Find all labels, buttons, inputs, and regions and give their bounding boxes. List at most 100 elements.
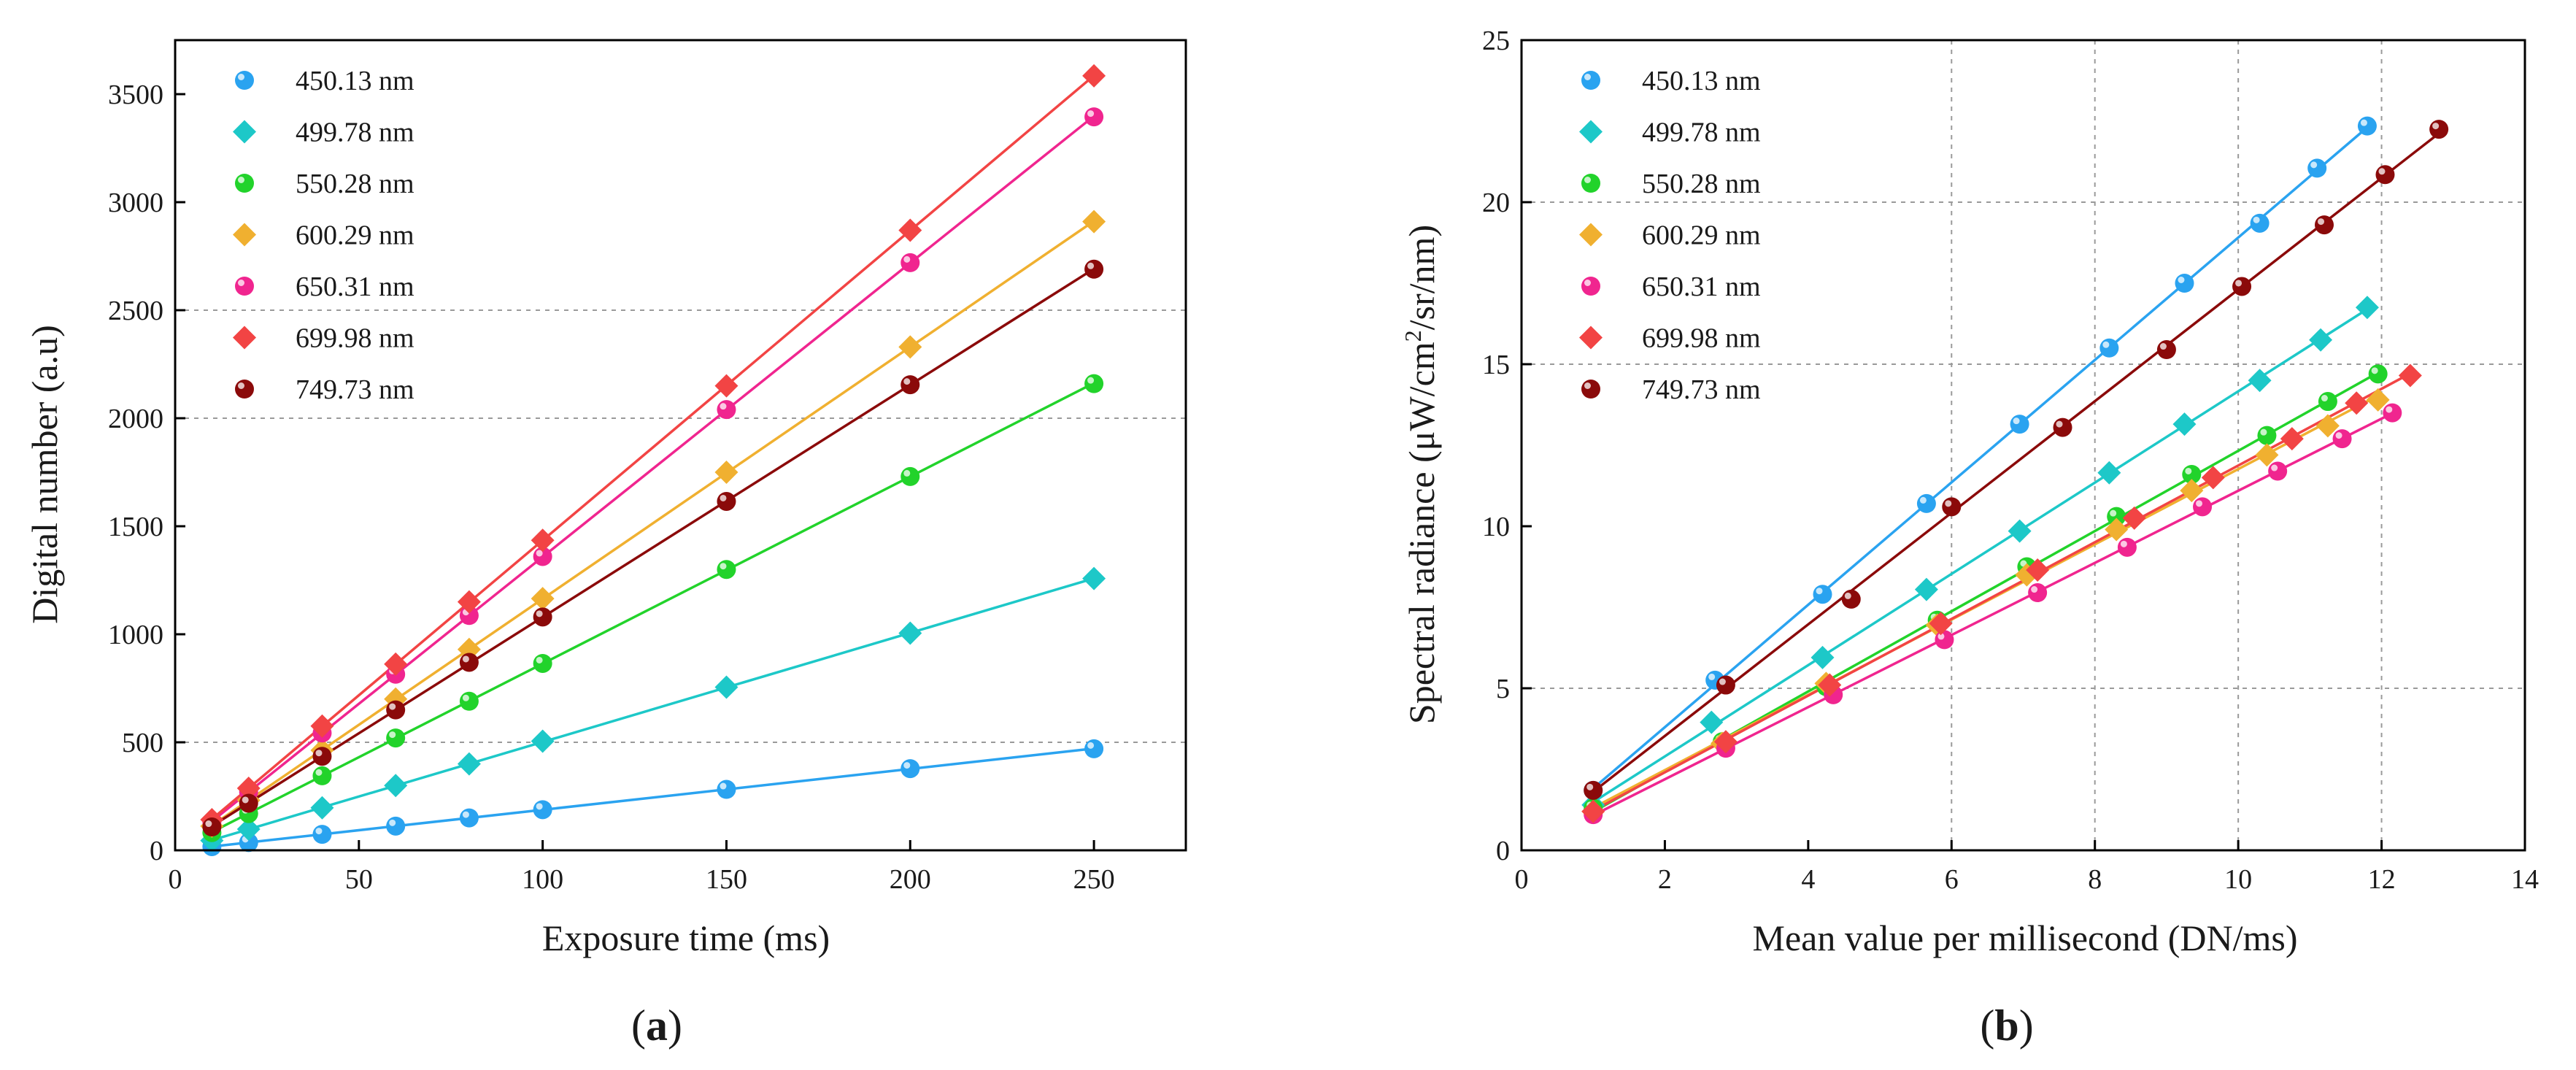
panel-a-point-1-4 [457, 752, 481, 776]
panel-b-xtick-label-12: 12 [2368, 864, 2396, 895]
panel-b-point-6-5-highlight [2159, 343, 2167, 350]
panel-b-point-6-4-highlight [2056, 420, 2063, 428]
panel-b-point-3-5 [2105, 517, 2129, 542]
panel-a-point-6-0-highlight [205, 820, 212, 828]
panel-a-point-4-7 [901, 253, 920, 272]
panel-a-point-0-2-highlight [315, 828, 323, 835]
panel-a-point-6-3-highlight [389, 703, 396, 710]
panel-a-point-4-8-highlight [1087, 110, 1095, 118]
panel-b-point-4-9-highlight [2386, 406, 2393, 413]
panel-b-point-0-8-highlight [2310, 161, 2318, 169]
panel-a-point-6-6 [717, 491, 736, 511]
panel-b-point-4-5 [2117, 537, 2137, 557]
panel-b-point-3-6 [2180, 479, 2204, 503]
panel-a-point-2-3 [386, 728, 406, 748]
panel-b-point-5-5 [2122, 506, 2146, 530]
panel-b-point-0-7 [2250, 213, 2270, 233]
panel-a-plot-frame [174, 39, 1187, 852]
panel-a-point-6-8-highlight [1087, 262, 1095, 269]
panel-a-xtick-label-100: 100 [522, 864, 563, 895]
panel-b-point-6-7 [2315, 215, 2334, 235]
panel-b-point-0-9-highlight [2360, 119, 2367, 126]
panel-b-point-5-2 [1818, 673, 1842, 697]
panel-a-xtick-label-50: 50 [345, 864, 373, 895]
panel-b-point-6-3 [1942, 497, 1962, 517]
panel-a-point-0-8-highlight [1087, 742, 1095, 749]
panel-a-xtick-label-200: 200 [890, 864, 931, 895]
panel-a-point-2-2 [312, 766, 332, 785]
panel-a-legend: 450.13 nm 499.78 nm 550.28 nm 600.29 nm 650.… [233, 66, 414, 405]
panel-b-point-0-3-highlight [1919, 496, 1927, 504]
panel-b-point-4-9 [2383, 403, 2402, 423]
panel-b-point-1-4 [2008, 519, 2032, 543]
panel-b-point-6-0 [1584, 780, 1603, 800]
panel-a-point-6-5-highlight [536, 610, 543, 617]
panel-a-caption-letter: a [646, 1001, 668, 1050]
panel-a-point-4-8 [1084, 107, 1104, 127]
panel-a-legend-label-1: 499.78 nm [296, 118, 414, 148]
panel-a-point-2-2-highlight [315, 769, 323, 776]
panel-a-legend-label-3: 600.29 nm [296, 220, 414, 251]
panel-a-point-1-1 [236, 817, 261, 841]
panel-b-point-3-9 [2366, 388, 2390, 412]
panel-a-legend-marker-0-highlight [238, 74, 244, 80]
panel-b-point-6-7-highlight [2318, 218, 2324, 226]
panel-b-ytick-label-5: 5 [1496, 674, 1510, 704]
panel-b-point-6-4 [2053, 417, 2072, 437]
panel-b-ylabel-sup: 2 [1400, 330, 1426, 342]
panel-b-legend-label-0: 450.13 nm [1642, 66, 1761, 96]
panel-a-point-6-4 [459, 653, 479, 672]
panel-b-point-0-2 [1813, 585, 1832, 604]
panel-a-ytick-label-2500: 2500 [108, 296, 163, 326]
panel-b-point-5-7 [2280, 427, 2304, 451]
panel-b-point-4-4 [2028, 583, 2048, 603]
panel-b-point-4-3 [1935, 630, 1954, 650]
panel-a-point-5-8 [1082, 63, 1106, 88]
panel-b-point-6-0-highlight [1586, 783, 1594, 790]
panel-a-ytick-label-1500: 1500 [108, 512, 163, 542]
panel-b-point-0-4-highlight [2013, 417, 2020, 425]
panel-a-legend-label-6: 749.73 nm [296, 374, 414, 405]
panel-a-ylabel: Digital number (a.u) [24, 325, 65, 624]
panel-b-point-0-9 [2357, 116, 2377, 136]
chart-panel-b: Mean value per millisecond (DN/ms) Spect… [1400, 26, 2539, 1050]
panel-a-point-0-4 [459, 808, 479, 828]
panel-a-fit-line-6 [211, 267, 1095, 828]
panel-a-ytick-label-3000: 3000 [108, 188, 163, 218]
panel-b-point-4-6-highlight [2196, 500, 2203, 507]
panel-b-legend-marker-4-highlight [1584, 280, 1591, 286]
panel-a-point-3-7 [898, 335, 922, 359]
panel-a-point-1-6 [714, 675, 739, 699]
panel-a-fit-line-2 [211, 382, 1095, 834]
panel-b-point-0-6-highlight [2178, 277, 2185, 283]
panel-a-point-1-8 [1082, 566, 1106, 590]
panel-a-point-0-5 [533, 800, 552, 820]
panel-b-point-6-2-highlight [1844, 592, 1851, 599]
panel-b-point-6-6 [2232, 277, 2252, 296]
panel-a-point-6-1-highlight [242, 796, 249, 804]
panel-b-caption: (b) [1980, 1001, 2033, 1050]
panel-a-point-6-2-highlight [315, 750, 323, 757]
panel-b-legend-marker-0 [1581, 71, 1600, 90]
panel-a-point-2-6-highlight [720, 563, 727, 570]
panel-b-point-0-3 [1916, 493, 1936, 513]
panel-b-point-6-1 [1716, 675, 1735, 695]
panel-a-point-6-6-highlight [720, 494, 727, 501]
chart-panel-a: Exposure time (ms) Digital number (a.u) … [24, 39, 1187, 1050]
panel-b-legend-label-5: 699.98 nm [1642, 323, 1761, 354]
panel-a-point-5-4 [457, 590, 481, 614]
panel-b-point-1-9 [2355, 296, 2379, 320]
panel-b-point-6-1-highlight [1719, 678, 1726, 685]
panel-a-ytick-label-2000: 2000 [108, 404, 163, 434]
panel-b-point-1-3 [1914, 577, 1938, 601]
panel-a-ytick-label-1000: 1000 [108, 620, 163, 650]
panel-b-xtick-label-6: 6 [1945, 864, 1959, 895]
panel-a-point-0-8 [1084, 739, 1104, 758]
panel-b-ytick-label-10: 10 [1482, 512, 1510, 542]
panel-a-point-1-3 [384, 774, 408, 798]
panel-b-point-6-9 [2429, 120, 2449, 139]
panel-b-point-0-5 [2099, 338, 2119, 358]
panel-b-legend-marker-6 [1581, 380, 1600, 399]
panel-a-point-0-6-highlight [720, 782, 727, 790]
panel-b-point-2-7 [2257, 426, 2277, 445]
